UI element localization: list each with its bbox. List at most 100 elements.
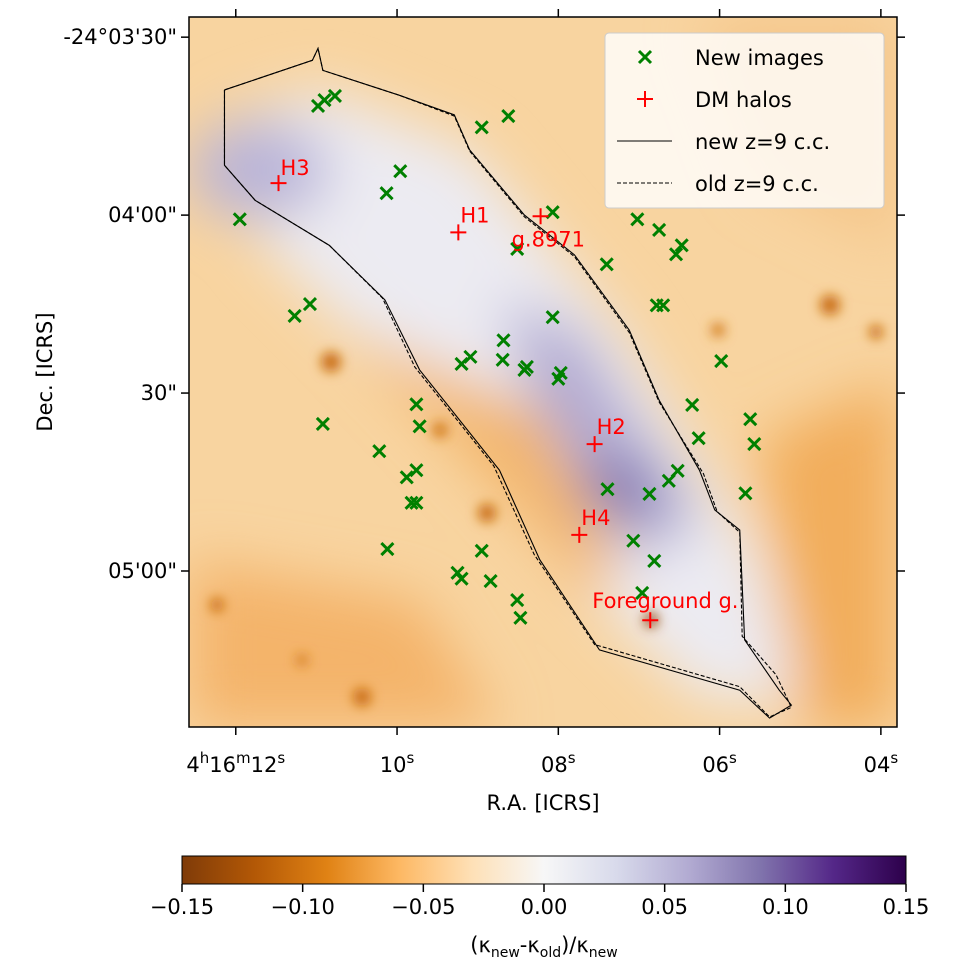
image-marker [399,470,414,485]
colorbar-label-part: old [540,945,561,961]
image-marker [674,238,689,253]
image-marker [474,543,489,558]
image-marker [599,257,614,272]
image-marker [656,298,671,313]
image-marker [393,164,408,179]
image-marker [600,482,615,497]
halo-marker [571,526,588,543]
image-marker [510,241,525,256]
colorbar-label: (κnew-κold)/κnew [470,933,617,961]
halo-label: Foreground g. [592,589,738,613]
image-marker [738,486,753,501]
critical-curve [223,46,793,718]
image-marker [315,416,330,431]
colorbar-tick-label: 0.15 [883,895,930,919]
critical-curve [223,46,793,719]
y-tick-label: 30" [141,381,177,405]
halo-label: g.8971 [512,227,585,251]
image-marker [630,212,645,227]
image-marker [409,495,424,510]
colorbar-label-part: )/κ [561,933,589,957]
image-marker [647,553,662,568]
image-marker [501,108,516,124]
legend-label: old z=9 c.c. [695,172,819,196]
image-marker [545,310,560,325]
halo-marker [642,612,659,629]
legend-marker [637,49,653,65]
colorbar-label-part: new [491,945,520,961]
image-marker [327,88,343,103]
legend-label: New images [695,46,824,70]
image-marker [380,541,395,557]
y-axis-label: Dec. [ICRS] [33,312,57,431]
colorbar-tick-label: 0.05 [641,895,688,919]
image-marker [626,533,641,548]
colorbar [181,855,907,885]
colorbar-tick-label: 0.10 [762,895,809,919]
image-marker [551,371,566,386]
image-marker [714,353,729,369]
x-tick-label: 04s [864,749,899,777]
colorbar-tick-label: 0.00 [521,895,568,919]
image-marker [685,397,700,412]
image-marker [496,333,511,348]
legend: New images DM halos new z=9 c.c. old z=9 c.… [617,46,830,196]
image-marker [454,571,469,586]
colorbar-label-part: -κ [520,933,540,957]
image-marker [302,297,318,312]
image-marker [409,397,424,412]
colorbar-tick-label: −0.10 [270,895,334,919]
image-marker [743,412,758,427]
halo-label: H4 [581,506,610,530]
halo-marker [586,436,603,453]
colorbar-tick-label: −0.05 [391,895,455,919]
image-marker [668,247,684,262]
y-tick-label: 05'00" [108,559,177,583]
plot-frame [188,16,898,728]
halo-marker [450,224,467,241]
image-marker [510,593,525,608]
image-marker [747,437,762,452]
halo-label: H3 [281,156,310,180]
image-marker [495,352,510,367]
image-marker [517,362,532,377]
legend-marker [637,91,653,107]
legend-label: new z=9 c.c. [695,130,830,154]
image-marker [454,356,469,372]
image-marker [635,585,650,601]
y-tick-label: 04'00" [108,203,177,227]
colorbar-tick-label: −0.15 [150,895,214,919]
halo-marker [270,175,287,192]
image-marker [513,610,528,625]
image-marker [691,431,706,446]
legend-label: DM halos [695,88,792,112]
x-tick-label: 06s [702,749,737,777]
x-axis-label: R.A. [ICRS] [486,791,599,815]
image-marker [652,222,667,238]
image-marker [474,120,489,135]
image-marker [412,419,427,434]
plot-area [223,46,793,719]
halo-label: H1 [460,203,489,227]
image-marker [483,574,498,589]
image-marker [642,486,657,501]
image-marker [287,308,302,324]
colorbar-label-part: new [589,945,618,961]
image-marker [661,473,676,488]
halo-label: H2 [597,415,626,439]
colorbar-label-part: (κ [470,933,491,957]
image-marker [317,92,332,108]
legend-box [604,32,885,209]
image-marker [379,186,394,201]
x-tick-label: 10s [380,749,415,777]
image-marker [545,205,560,220]
image-marker [404,495,419,510]
x-tick-label: 08s [541,749,576,777]
y-tick-label: -24°03'30" [63,25,177,49]
halo-marker [532,208,549,225]
image-marker [372,444,387,459]
x-tick-label: 4h16m12s [186,749,285,777]
image-marker [232,212,247,227]
image-marker [409,463,424,478]
